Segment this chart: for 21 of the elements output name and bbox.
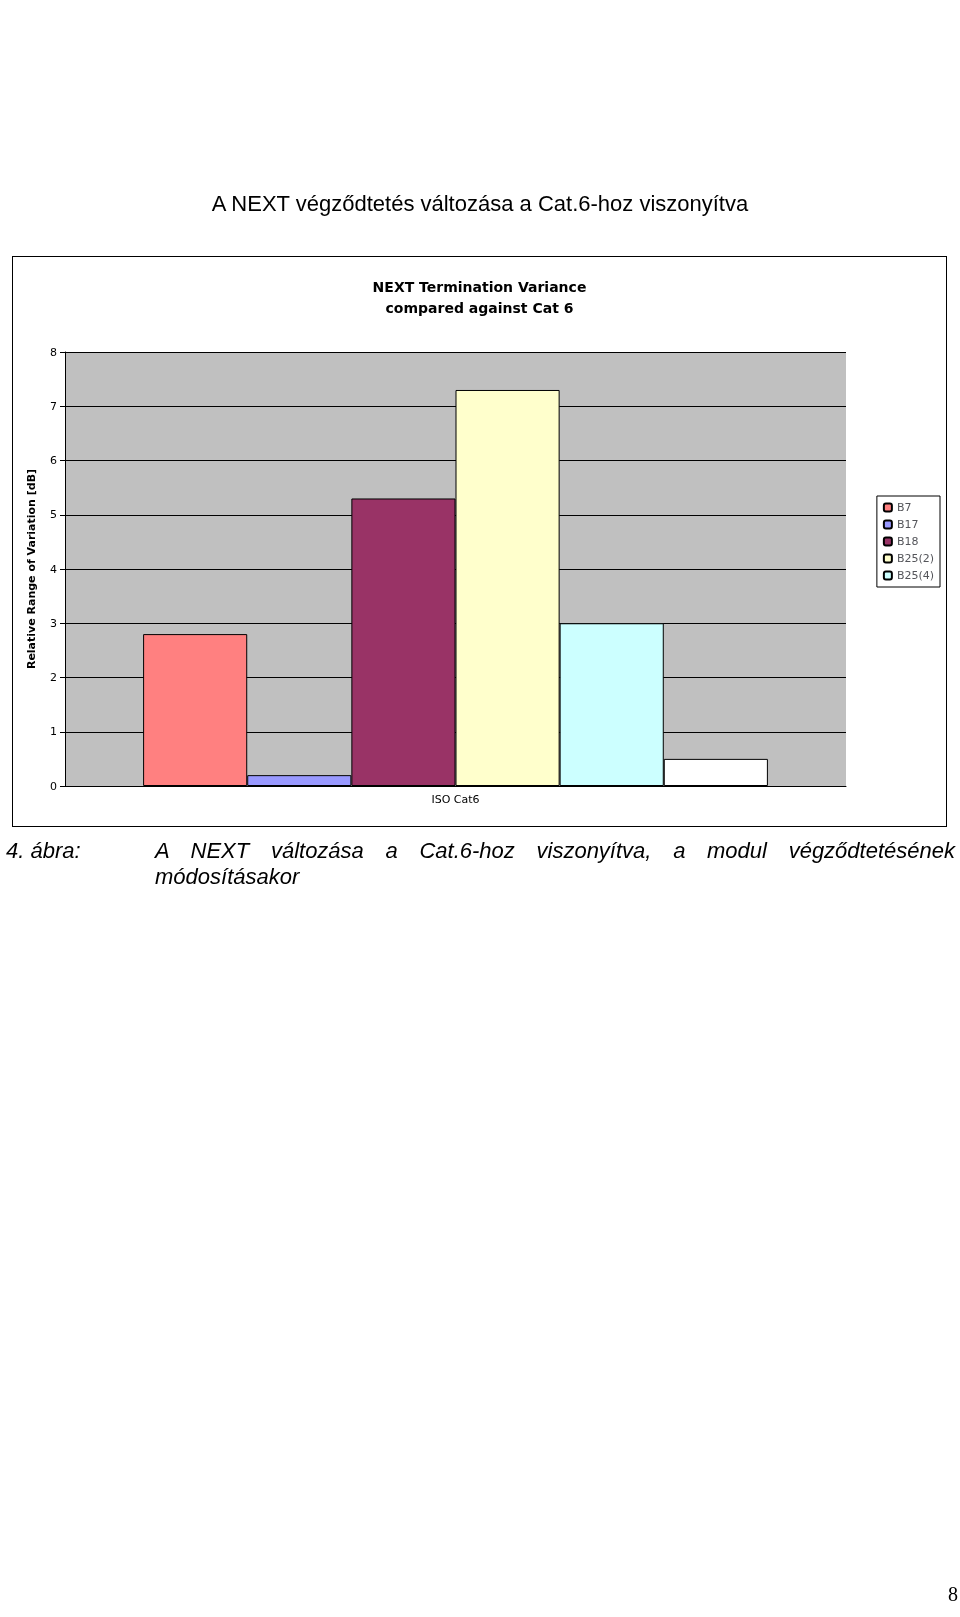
y-tick-label: 1 — [50, 725, 57, 739]
chart-title: A NEXT végződtetés változása a Cat.6-hoz viszonyítva — [210, 191, 750, 217]
y-axis-title: Relative Range of Variation [dB] — [25, 468, 38, 670]
y-tick-label: 8 — [50, 345, 57, 359]
text: 4. ábra: — [6, 838, 81, 864]
x-tick-label: ISO Cat6 — [431, 793, 480, 806]
text: 8 — [948, 1583, 958, 1606]
y-tick-label: 2 — [50, 671, 57, 684]
legend-label: B25(4) — [896, 569, 934, 582]
y-tick-label: 3 — [50, 616, 57, 630]
y-tick-label: 0 — [50, 779, 57, 793]
chart-subtitle: NEXT Termination Variance compared against Cat 6 — [372, 278, 587, 316]
text: A NEXT változása a Cat.6-hoz viszonyítva, a modul végződtetésének módosításakor — [155, 838, 955, 890]
legend-label: B7 — [896, 501, 912, 514]
y-tick-label: 4 — [50, 562, 57, 576]
y-tick-label: 6 — [50, 454, 57, 467]
legend-label: B17 — [896, 518, 919, 531]
legend-label: B25(2) — [896, 552, 934, 565]
legend-label: B18 — [896, 535, 919, 548]
y-tick-label: 5 — [50, 508, 57, 522]
y-tick-label: 7 — [50, 399, 57, 413]
